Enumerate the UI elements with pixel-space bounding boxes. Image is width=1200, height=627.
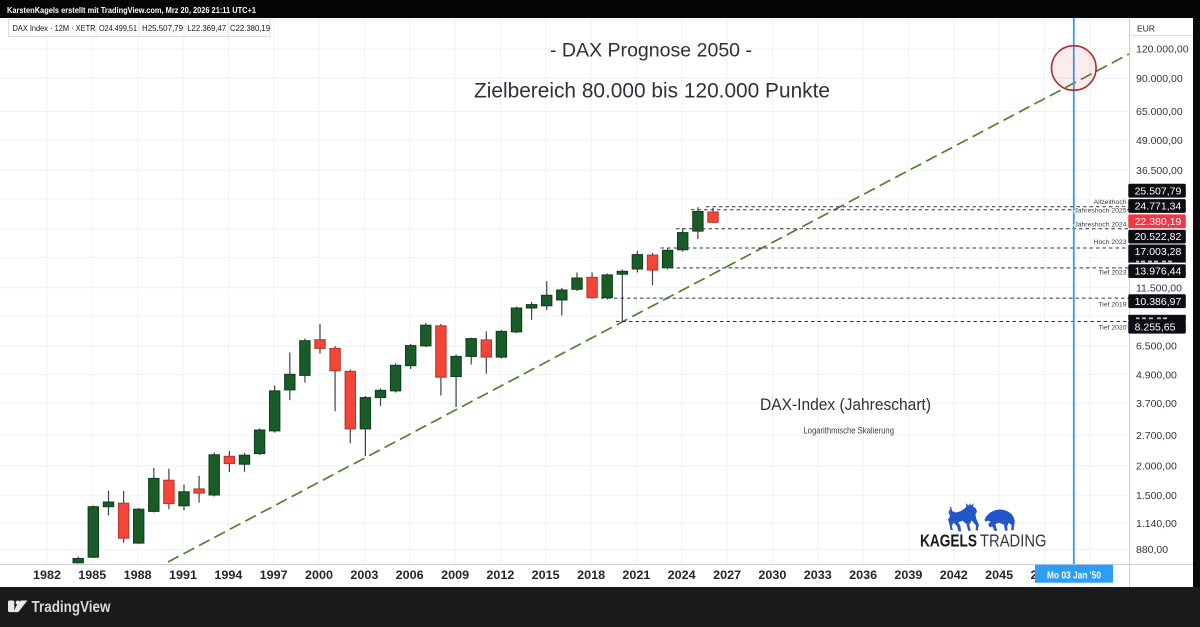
svg-text:2045: 2045 xyxy=(985,570,1014,582)
svg-text:EUR: EUR xyxy=(1137,24,1155,34)
svg-text:65.000,00: 65.000,00 xyxy=(1136,106,1183,118)
svg-text:TRADING: TRADING xyxy=(980,531,1047,551)
svg-text:KarstenKagels erstellt mit Tra: KarstenKagels erstellt mit TradingView.c… xyxy=(7,5,256,15)
svg-text:3.700,00: 3.700,00 xyxy=(1136,398,1177,410)
svg-text:Logarithmische Skalierung: Logarithmische Skalierung xyxy=(803,426,894,436)
svg-text:8.255,65: 8.255,65 xyxy=(1135,321,1176,333)
svg-text:KAGELS: KAGELS xyxy=(920,531,977,551)
svg-text:2018: 2018 xyxy=(577,570,606,582)
svg-text:25.507,79: 25.507,79 xyxy=(1135,185,1182,197)
svg-text:120.000,00: 120.000,00 xyxy=(1136,44,1189,56)
svg-text:10.386,97: 10.386,97 xyxy=(1135,296,1182,308)
svg-text:Allzeithoch: Allzeithoch xyxy=(1094,199,1127,206)
svg-text:- DAX Prognose 2050 -: - DAX Prognose 2050 - xyxy=(550,41,752,62)
svg-text:20.522,82: 20.522,82 xyxy=(1135,231,1182,243)
svg-text:2033: 2033 xyxy=(804,570,832,582)
svg-text:2024: 2024 xyxy=(668,570,697,582)
svg-text:2015: 2015 xyxy=(532,570,561,582)
svg-text:11.500,00: 11.500,00 xyxy=(1136,283,1182,295)
svg-text:Tief 2020: Tief 2020 xyxy=(1098,325,1126,332)
svg-text:2.700,00: 2.700,00 xyxy=(1136,430,1177,442)
svg-text:Tief 2023: Tief 2023 xyxy=(1098,270,1126,277)
svg-text:2009: 2009 xyxy=(441,570,469,582)
svg-text:C22.380,19: C22.380,19 xyxy=(230,23,270,33)
svg-text:2.000,00: 2.000,00 xyxy=(1136,461,1177,473)
svg-text:Zielbereich 80.000 bis 120.000: Zielbereich 80.000 bis 120.000 Punkte xyxy=(474,80,830,103)
svg-text:1982: 1982 xyxy=(33,570,61,582)
svg-text:2021: 2021 xyxy=(622,570,651,582)
svg-text:Hoch 2023: Hoch 2023 xyxy=(1094,239,1127,246)
svg-text:2012: 2012 xyxy=(486,570,514,582)
svg-text:L22.369,47: L22.369,47 xyxy=(187,23,226,33)
svg-text:24.771,34: 24.771,34 xyxy=(1135,201,1182,213)
svg-text:4.900,00: 4.900,00 xyxy=(1136,369,1177,381)
svg-text:2039: 2039 xyxy=(894,570,922,582)
svg-text:2000: 2000 xyxy=(305,570,333,582)
svg-text:Jahreshoch 2025: Jahreshoch 2025 xyxy=(1074,208,1126,215)
svg-text:1985: 1985 xyxy=(78,570,107,582)
svg-text:1997: 1997 xyxy=(260,570,288,582)
svg-text:TradingView: TradingView xyxy=(32,599,112,616)
svg-text:DAX-Index (Jahreschart): DAX-Index (Jahreschart) xyxy=(760,395,931,414)
svg-text:2042: 2042 xyxy=(940,570,968,582)
svg-text:2003: 2003 xyxy=(350,570,378,582)
svg-text:13.976,44: 13.976,44 xyxy=(1135,266,1182,278)
svg-text:Jahreshoch 2024: Jahreshoch 2024 xyxy=(1074,222,1126,229)
svg-text:1994: 1994 xyxy=(214,570,243,582)
svg-text:22.380,19: 22.380,19 xyxy=(1135,216,1182,228)
svg-text:DAX Index · 12M · XETR: DAX Index · 12M · XETR xyxy=(13,23,96,33)
svg-text:Mo 03 Jan '50: Mo 03 Jan '50 xyxy=(1047,570,1101,582)
svg-text:880,00: 880,00 xyxy=(1136,544,1168,556)
svg-text:36.500,00: 36.500,00 xyxy=(1136,165,1183,177)
svg-text:2006: 2006 xyxy=(396,570,424,582)
svg-text:H25.507,79: H25.507,79 xyxy=(142,23,183,33)
svg-text:O24.499,51: O24.499,51 xyxy=(99,23,137,33)
svg-text:90.000,00: 90.000,00 xyxy=(1136,73,1183,85)
svg-text:2027: 2027 xyxy=(713,570,741,582)
svg-text:1.500,00: 1.500,00 xyxy=(1136,490,1177,502)
svg-text:1991: 1991 xyxy=(169,570,198,582)
svg-text:17.003,28: 17.003,28 xyxy=(1135,246,1182,258)
svg-text:1.140,00: 1.140,00 xyxy=(1136,518,1177,530)
svg-text:Tief 2019: Tief 2019 xyxy=(1098,302,1126,309)
svg-text:6.500,00: 6.500,00 xyxy=(1136,341,1177,353)
svg-text:2030: 2030 xyxy=(758,570,786,582)
svg-text:2036: 2036 xyxy=(849,570,877,582)
svg-text:49.000,00: 49.000,00 xyxy=(1136,135,1183,147)
svg-text:1988: 1988 xyxy=(124,570,153,582)
